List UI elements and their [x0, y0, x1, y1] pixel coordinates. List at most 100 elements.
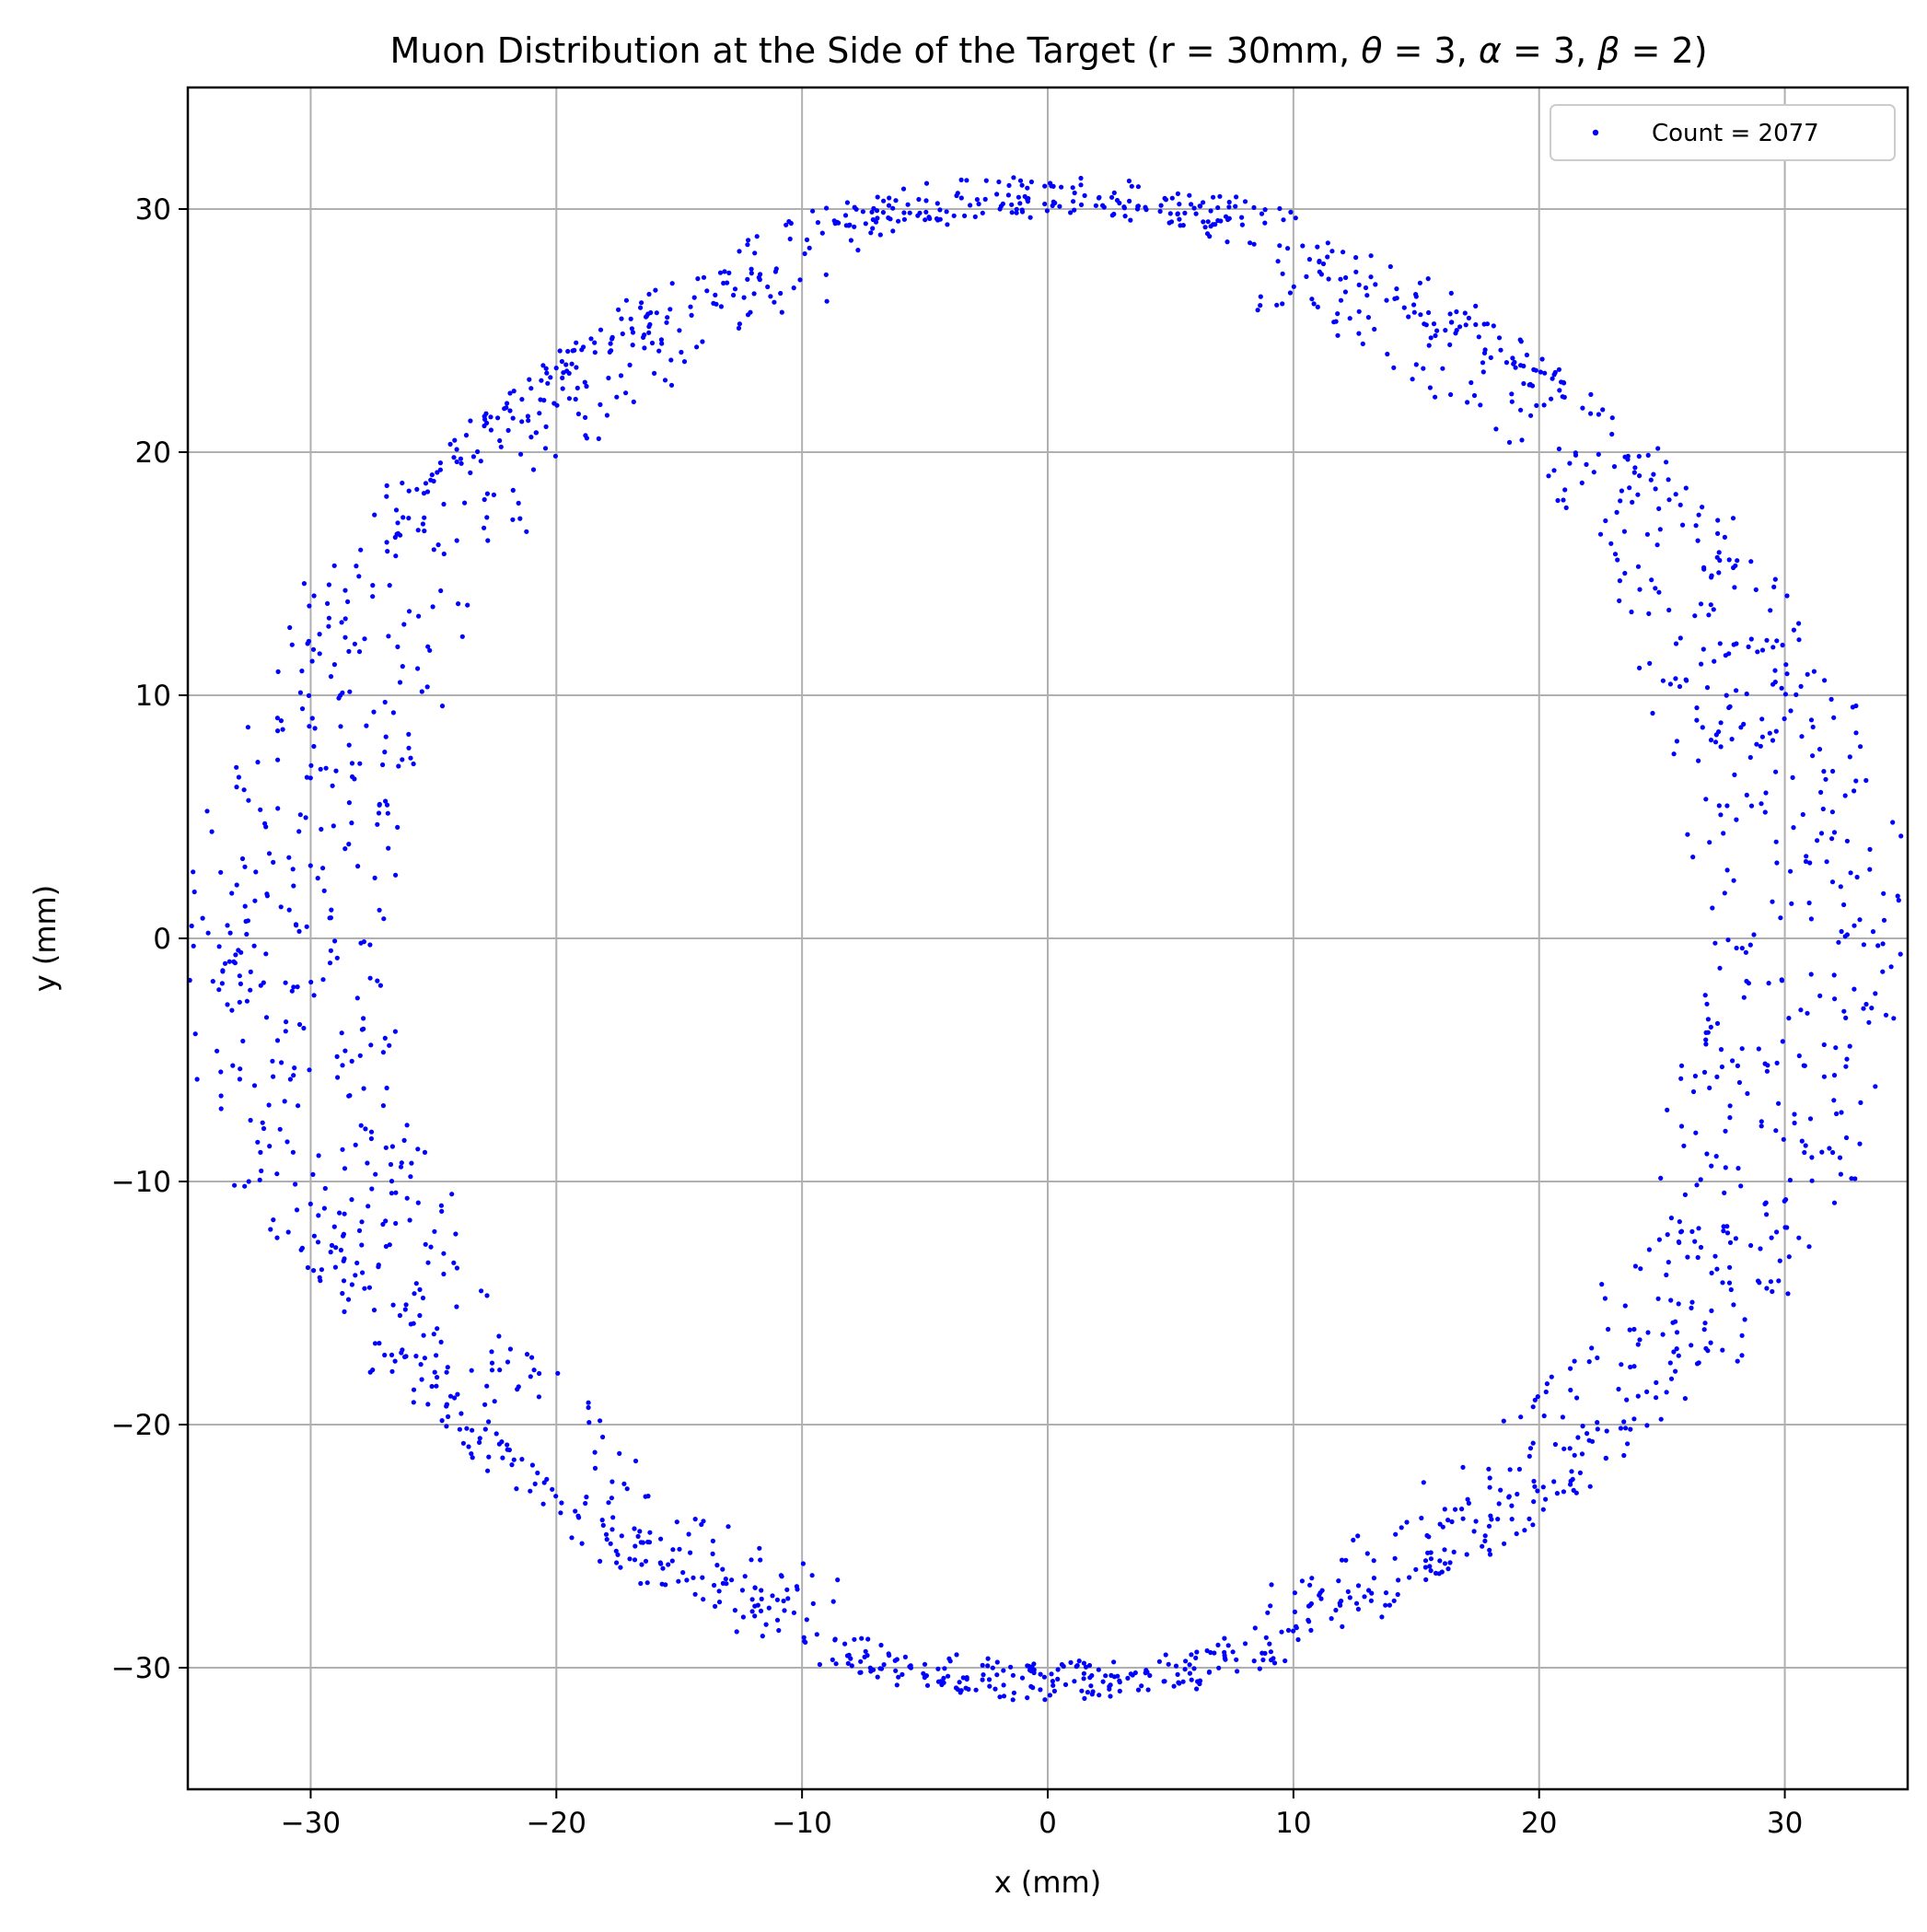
- scatter-point: [1573, 1490, 1579, 1496]
- scatter-point: [1317, 258, 1322, 264]
- scatter-point: [784, 222, 789, 227]
- scatter-point: [1010, 1697, 1016, 1703]
- scatter-point: [1666, 497, 1672, 503]
- scatter-point: [505, 401, 510, 406]
- scatter-point: [297, 812, 303, 818]
- scatter-point: [990, 1665, 995, 1670]
- scatter-point: [700, 339, 705, 344]
- scatter-point: [1628, 1364, 1633, 1370]
- scatter-point: [330, 783, 335, 788]
- scatter-point: [1834, 1111, 1840, 1117]
- scatter-point: [662, 378, 668, 383]
- scatter-point: [592, 1465, 598, 1471]
- scatter-point: [1591, 470, 1596, 475]
- scatter-point: [1059, 184, 1064, 190]
- scatter-point: [342, 1211, 347, 1216]
- scatter-point: [377, 1341, 382, 1346]
- scatter-point: [470, 1455, 475, 1461]
- scatter-point: [1242, 1641, 1248, 1647]
- scatter-point: [1135, 184, 1141, 190]
- scatter-point: [1712, 658, 1717, 664]
- scatter-point: [441, 1271, 447, 1277]
- scatter-point: [1182, 1667, 1188, 1672]
- scatter-point: [1391, 1598, 1397, 1603]
- scatter-point: [1128, 217, 1133, 223]
- scatter-point: [1683, 677, 1689, 682]
- scatter-point: [491, 492, 497, 498]
- scatter-point: [1009, 202, 1015, 207]
- scatter-point: [1831, 830, 1838, 835]
- scatter-point: [1668, 1216, 1674, 1221]
- scatter-point: [435, 470, 440, 475]
- scatter-point: [1027, 215, 1033, 220]
- scatter-point: [1501, 1418, 1506, 1424]
- scatter-point: [459, 1411, 464, 1416]
- scatter-point: [1234, 1657, 1239, 1662]
- scatter-point: [1831, 1073, 1838, 1078]
- scatter-point: [1215, 204, 1221, 211]
- scatter-point: [654, 310, 659, 316]
- scatter-point: [519, 397, 525, 402]
- scatter-point: [210, 979, 215, 984]
- scatter-point: [399, 1160, 404, 1166]
- scatter-point: [774, 1597, 781, 1602]
- scatter-point: [340, 1063, 345, 1068]
- scatter-point: [292, 1065, 297, 1071]
- scatter-point: [258, 807, 263, 812]
- scatter-point: [505, 1359, 511, 1365]
- scatter-point: [1604, 1428, 1609, 1434]
- scatter-point: [358, 547, 364, 553]
- scatter-point: [246, 1179, 251, 1184]
- scatter-point: [1158, 203, 1164, 208]
- scatter-point: [722, 269, 727, 274]
- scatter-point: [1117, 200, 1122, 206]
- scatter-point: [1673, 641, 1679, 646]
- scatter-point: [1588, 391, 1594, 397]
- scatter-point: [1028, 179, 1034, 185]
- scatter-point: [1734, 945, 1739, 951]
- scatter-point: [1603, 518, 1608, 524]
- scatter-point: [339, 620, 344, 625]
- scatter-point: [1704, 1001, 1710, 1007]
- scatter-point: [946, 1673, 951, 1679]
- scatter-point: [994, 1672, 1000, 1678]
- scatter-point: [814, 1632, 819, 1637]
- scatter-point: [1178, 223, 1183, 228]
- scatter-point: [191, 869, 196, 875]
- scatter-point: [1556, 367, 1561, 372]
- scatter-point: [1721, 831, 1726, 836]
- scatter-point: [1748, 559, 1754, 564]
- scatter-point: [1356, 282, 1362, 287]
- scatter-point: [1777, 1258, 1782, 1263]
- scatter-point: [1195, 1679, 1201, 1684]
- scatter-point: [376, 810, 382, 816]
- scatter-point: [1072, 207, 1077, 213]
- scatter-point: [1572, 1358, 1577, 1364]
- scatter-point: [1847, 754, 1852, 760]
- scatter-point: [1666, 477, 1671, 483]
- scatter-point: [308, 762, 314, 768]
- scatter-point: [479, 1288, 484, 1294]
- scatter-point: [229, 1007, 235, 1013]
- scatter-point: [441, 501, 447, 507]
- scatter-point: [1869, 1006, 1875, 1011]
- scatter-point: [359, 1219, 365, 1225]
- scatter-point: [1111, 190, 1117, 195]
- scatter-point: [318, 766, 323, 772]
- scatter-point: [1433, 332, 1438, 339]
- scatter-point: [623, 297, 630, 303]
- scatter-point: [1171, 1683, 1177, 1689]
- scatter-point: [383, 798, 389, 804]
- scatter-point: [1387, 1602, 1392, 1608]
- scatter-point: [382, 1352, 388, 1358]
- scatter-point: [1355, 1606, 1361, 1612]
- scatter-point: [1496, 335, 1503, 341]
- scatter-point: [1283, 1658, 1288, 1664]
- scatter-point: [1215, 1642, 1221, 1647]
- scatter-point: [1516, 1466, 1522, 1472]
- scatter-point: [424, 489, 431, 495]
- scatter-point: [375, 978, 380, 983]
- scatter-point: [669, 1558, 675, 1564]
- scatter-point: [980, 1662, 985, 1668]
- scatter-point: [1705, 1017, 1711, 1022]
